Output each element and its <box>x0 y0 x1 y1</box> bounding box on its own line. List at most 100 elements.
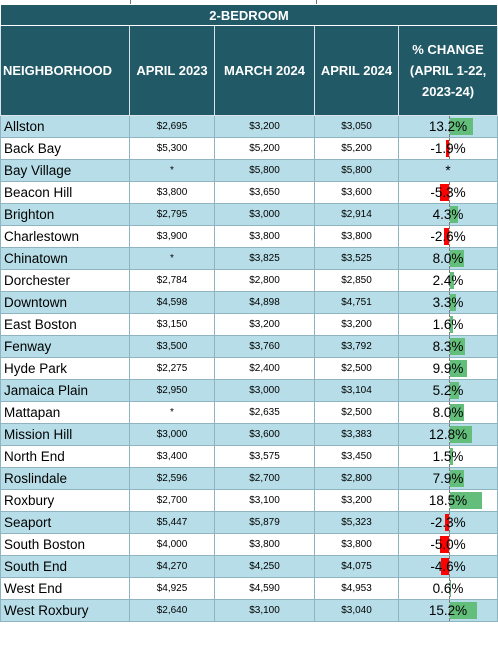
neighborhood-cell[interactable]: East Boston <box>0 313 130 336</box>
neighborhood-cell[interactable]: North End <box>0 445 130 468</box>
neighborhood-cell[interactable]: Roxbury <box>0 489 130 512</box>
april-2023-cell[interactable]: $3,150 <box>129 313 215 336</box>
pct-change-cell[interactable]: 4.3% <box>397 203 498 226</box>
header-april-2024[interactable]: APRIL 2024 <box>314 25 399 116</box>
neighborhood-cell[interactable]: Beacon Hill <box>0 181 130 204</box>
neighborhood-cell[interactable]: Jamaica Plain <box>0 379 130 402</box>
april-2024-cell[interactable]: $3,450 <box>314 445 399 468</box>
april-2024-cell[interactable]: $4,075 <box>314 555 399 578</box>
april-2023-cell[interactable]: $2,596 <box>129 467 215 490</box>
march-2024-cell[interactable]: $3,200 <box>214 115 315 138</box>
march-2024-cell[interactable]: $3,100 <box>214 599 315 622</box>
april-2024-cell[interactable]: $3,525 <box>314 247 399 270</box>
april-2023-cell[interactable]: $2,700 <box>129 489 215 512</box>
april-2024-cell[interactable]: $3,050 <box>314 115 399 138</box>
table-title[interactable]: 2-BEDROOM <box>0 4 498 26</box>
april-2023-cell[interactable]: $4,925 <box>129 577 215 600</box>
march-2024-cell[interactable]: $3,575 <box>214 445 315 468</box>
pct-change-cell[interactable]: 3.3% <box>397 291 498 314</box>
pct-change-cell[interactable]: 1.6% <box>397 313 498 336</box>
pct-change-cell[interactable]: 8.0% <box>397 401 498 424</box>
april-2023-cell[interactable]: $2,275 <box>129 357 215 380</box>
march-2024-cell[interactable]: $4,250 <box>214 555 315 578</box>
march-2024-cell[interactable]: $4,898 <box>214 291 315 314</box>
neighborhood-cell[interactable]: South End <box>0 555 130 578</box>
april-2024-cell[interactable]: $3,800 <box>314 225 399 248</box>
april-2023-cell[interactable]: $4,598 <box>129 291 215 314</box>
pct-change-cell[interactable]: 18.5% <box>397 489 498 512</box>
pct-change-cell[interactable]: * <box>397 159 498 182</box>
pct-change-cell[interactable]: 8.0% <box>397 247 498 270</box>
april-2024-cell[interactable]: $3,600 <box>314 181 399 204</box>
april-2024-cell[interactable]: $2,500 <box>314 357 399 380</box>
neighborhood-cell[interactable]: Seaport <box>0 511 130 534</box>
march-2024-cell[interactable]: $4,590 <box>214 577 315 600</box>
neighborhood-cell[interactable]: Hyde Park <box>0 357 130 380</box>
neighborhood-cell[interactable]: Chinatown <box>0 247 130 270</box>
april-2024-cell[interactable]: $4,751 <box>314 291 399 314</box>
march-2024-cell[interactable]: $3,000 <box>214 379 315 402</box>
march-2024-cell[interactable]: $3,100 <box>214 489 315 512</box>
march-2024-cell[interactable]: $3,600 <box>214 423 315 446</box>
march-2024-cell[interactable]: $2,700 <box>214 467 315 490</box>
neighborhood-cell[interactable]: Mission Hill <box>0 423 130 446</box>
march-2024-cell[interactable]: $3,000 <box>214 203 315 226</box>
april-2023-cell[interactable]: * <box>129 159 215 182</box>
april-2024-cell[interactable]: $2,800 <box>314 467 399 490</box>
march-2024-cell[interactable]: $2,800 <box>214 269 315 292</box>
neighborhood-cell[interactable]: Bay Village <box>0 159 130 182</box>
pct-change-cell[interactable]: 13.2% <box>397 115 498 138</box>
march-2024-cell[interactable]: $3,800 <box>214 533 315 556</box>
header-april-2023[interactable]: APRIL 2023 <box>129 25 215 116</box>
april-2024-cell[interactable]: $3,200 <box>314 489 399 512</box>
pct-change-cell[interactable]: 12.8% <box>397 423 498 446</box>
april-2023-cell[interactable]: $2,640 <box>129 599 215 622</box>
march-2024-cell[interactable]: $3,825 <box>214 247 315 270</box>
april-2024-cell[interactable]: $5,800 <box>314 159 399 182</box>
neighborhood-cell[interactable]: Charlestown <box>0 225 130 248</box>
april-2023-cell[interactable]: $4,270 <box>129 555 215 578</box>
pct-change-cell[interactable]: -5.3% <box>397 181 498 204</box>
april-2024-cell[interactable]: $2,914 <box>314 203 399 226</box>
header-pct-change[interactable]: % CHANGE (APRIL 1-22, 2023-24) <box>397 25 498 116</box>
april-2024-cell[interactable]: $3,200 <box>314 313 399 336</box>
march-2024-cell[interactable]: $3,800 <box>214 225 315 248</box>
neighborhood-cell[interactable]: Fenway <box>0 335 130 358</box>
pct-change-cell[interactable]: 15.2% <box>397 599 498 622</box>
april-2024-cell[interactable]: $3,383 <box>314 423 399 446</box>
april-2023-cell[interactable]: $2,950 <box>129 379 215 402</box>
neighborhood-cell[interactable]: Brighton <box>0 203 130 226</box>
pct-change-cell[interactable]: 7.9% <box>397 467 498 490</box>
april-2023-cell[interactable]: $5,300 <box>129 137 215 160</box>
april-2024-cell[interactable]: $4,953 <box>314 577 399 600</box>
neighborhood-cell[interactable]: Back Bay <box>0 137 130 160</box>
neighborhood-cell[interactable]: West End <box>0 577 130 600</box>
april-2024-cell[interactable]: $5,200 <box>314 137 399 160</box>
april-2023-cell[interactable]: $3,400 <box>129 445 215 468</box>
pct-change-cell[interactable]: 9.9% <box>397 357 498 380</box>
pct-change-cell[interactable]: -1.9% <box>397 137 498 160</box>
pct-change-cell[interactable]: -4.6% <box>397 555 498 578</box>
april-2023-cell[interactable]: $4,000 <box>129 533 215 556</box>
pct-change-cell[interactable]: -5.0% <box>397 533 498 556</box>
april-2024-cell[interactable]: $3,040 <box>314 599 399 622</box>
neighborhood-cell[interactable]: South Boston <box>0 533 130 556</box>
pct-change-cell[interactable]: -2.6% <box>397 225 498 248</box>
march-2024-cell[interactable]: $2,400 <box>214 357 315 380</box>
april-2023-cell[interactable]: $2,795 <box>129 203 215 226</box>
pct-change-cell[interactable]: 2.4% <box>397 269 498 292</box>
april-2024-cell[interactable]: $2,850 <box>314 269 399 292</box>
april-2023-cell[interactable]: * <box>129 401 215 424</box>
april-2023-cell[interactable]: $3,900 <box>129 225 215 248</box>
april-2023-cell[interactable]: $3,800 <box>129 181 215 204</box>
pct-change-cell[interactable]: 0.6% <box>397 577 498 600</box>
pct-change-cell[interactable]: 8.3% <box>397 335 498 358</box>
april-2023-cell[interactable]: $2,695 <box>129 115 215 138</box>
header-neighborhood[interactable]: NEIGHBORHOOD <box>0 25 130 116</box>
april-2023-cell[interactable]: $5,447 <box>129 511 215 534</box>
april-2024-cell[interactable]: $3,800 <box>314 533 399 556</box>
pct-change-cell[interactable]: -2.3% <box>397 511 498 534</box>
march-2024-cell[interactable]: $5,200 <box>214 137 315 160</box>
april-2024-cell[interactable]: $3,792 <box>314 335 399 358</box>
april-2023-cell[interactable]: $3,500 <box>129 335 215 358</box>
